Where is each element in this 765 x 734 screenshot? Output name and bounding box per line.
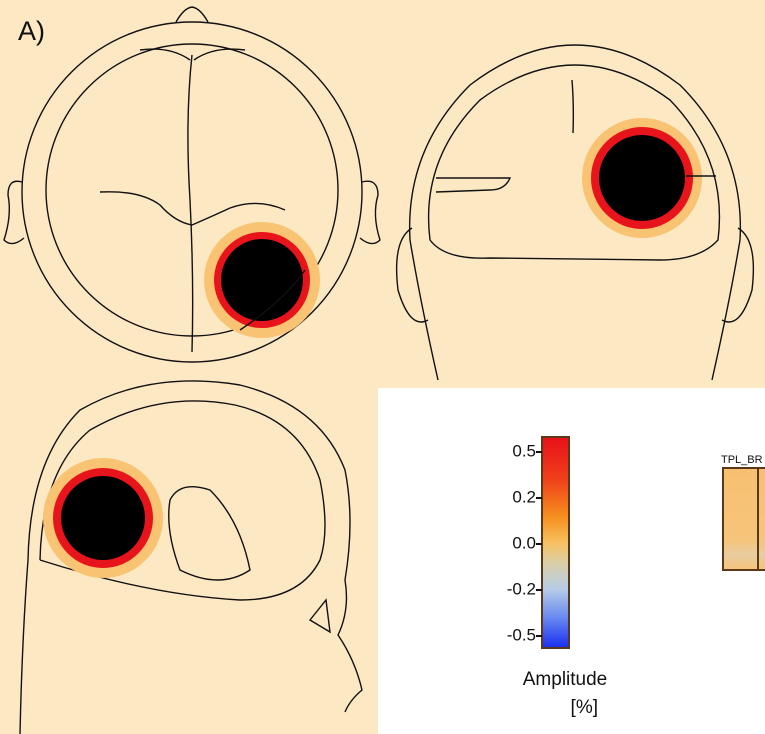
sulcus — [239, 269, 306, 331]
colorbar-ticks: 0.5 0.2 0.0 -0.2 -0.5 — [507, 441, 542, 644]
head-outline — [19, 380, 363, 734]
ear-left — [3, 180, 25, 245]
colorbar — [541, 436, 570, 649]
ear-right — [359, 180, 381, 245]
brain-outline — [39, 400, 326, 601]
thumbnail-label: TPL_BR — [721, 454, 763, 466]
sulcus — [435, 177, 512, 193]
temporal-lobe — [168, 486, 251, 581]
nose — [175, 6, 209, 23]
ear-right — [721, 227, 755, 323]
midline — [571, 79, 575, 134]
colorbar-tick-label: -0.5 — [507, 625, 536, 644]
activation-core — [221, 239, 303, 321]
panel-label: A) — [18, 16, 45, 46]
head-outline — [408, 44, 742, 381]
central-sulcus — [99, 191, 286, 226]
colorbar-title: Amplitude — [523, 669, 608, 690]
colorbar-tick-label: 0.0 — [512, 533, 536, 552]
legend-panel — [378, 388, 765, 734]
ear-left — [395, 227, 429, 323]
activation-core — [599, 135, 685, 221]
frontal-sulcus — [139, 48, 246, 61]
head-top-view — [3, 6, 381, 363]
midline — [187, 54, 194, 353]
ear — [308, 598, 331, 634]
head-outline — [21, 21, 363, 363]
activation-core — [61, 476, 145, 560]
colorbar-tick-label: 0.2 — [512, 487, 536, 506]
brain-outline — [427, 64, 721, 261]
colorbar-tick-label: -0.2 — [507, 579, 536, 598]
head-back-view — [395, 44, 755, 381]
head-side-view — [19, 380, 363, 734]
colorbar-unit: [%] — [571, 697, 598, 718]
colorbar-tick-label: 0.5 — [512, 441, 536, 460]
